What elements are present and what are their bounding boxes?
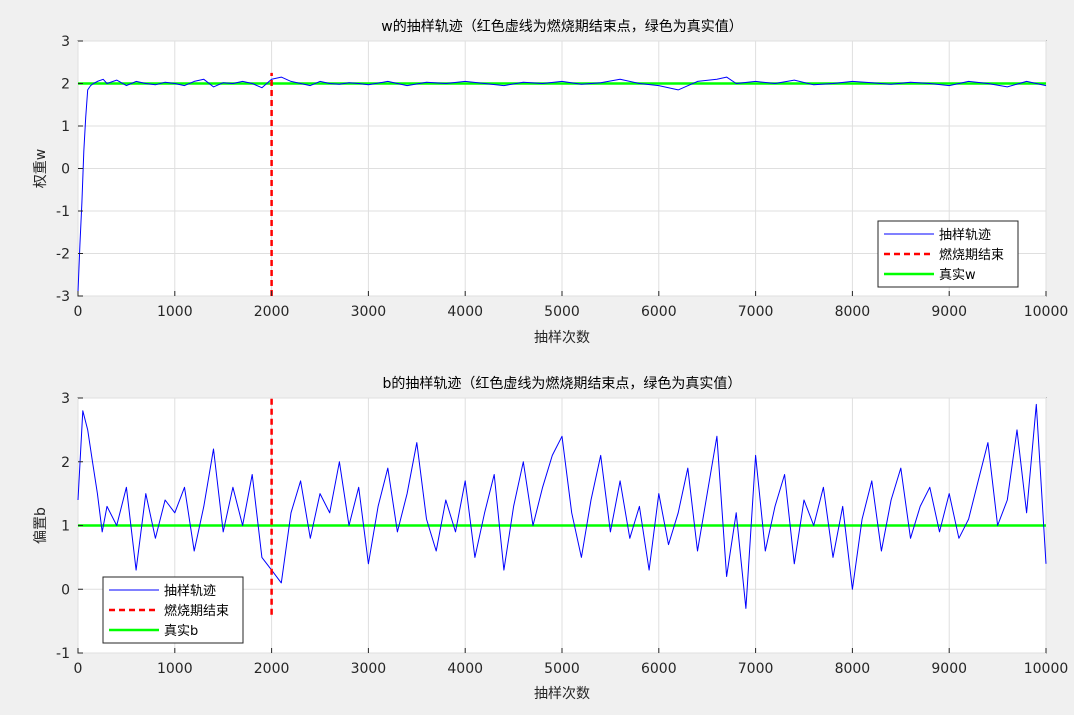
- b-y-tick-label: 2: [61, 455, 70, 471]
- b-x-tick-label: 5000: [544, 661, 580, 677]
- w-y-tick-label: 1: [61, 119, 70, 135]
- b-legend-label-true: 真实b: [164, 624, 198, 639]
- w-trace-panel: 0 1000 2000 3000 4000 5000 6000 7000 8000 9000 100…: [33, 18, 1068, 346]
- b-chart-title: b的抽样轨迹（红色虚线为燃烧期结束点，绿色为真实值）: [383, 375, 742, 392]
- b-trace-line: [77, 403, 1047, 609]
- w-y-axis-label: 权重w: [33, 149, 49, 188]
- w-x-tick-label: 5000: [544, 304, 580, 320]
- w-x-tick-label: 8000: [835, 304, 871, 320]
- b-y-ticks: -1 0 1 2 3: [56, 391, 83, 662]
- b-x-tick-label: 4000: [447, 661, 483, 677]
- w-chart-title: w的抽样轨迹（红色虚线为燃烧期结束点，绿色为真实值）: [381, 18, 742, 35]
- w-x-tick-label: 7000: [738, 304, 774, 320]
- w-x-ticks: 0 1000 2000 3000 4000 5000 6000 7000 8000 9000 100…: [74, 291, 1069, 320]
- w-y-tick-label: 2: [61, 77, 70, 93]
- b-legend-label-trace: 抽样轨迹: [164, 584, 216, 599]
- w-y-tick-label: 0: [61, 162, 70, 178]
- b-trace-panel: 0 1000 2000 3000 4000 5000 6000 7000 8000 9000 100…: [33, 375, 1068, 702]
- w-trace-line: [77, 76, 1047, 292]
- w-x-tick-label: 4000: [447, 304, 483, 320]
- w-legend-label-trace: 抽样轨迹: [939, 228, 991, 243]
- b-y-axis-label: 偏置b: [33, 507, 49, 544]
- b-y-tick-label: 3: [61, 391, 70, 407]
- w-x-tick-label: 0: [74, 304, 83, 320]
- b-x-ticks: 0 1000 2000 3000 4000 5000 6000 7000 8000 9000 100…: [74, 648, 1069, 677]
- b-legend: 抽样轨迹 燃烧期结束 真实b: [102, 576, 244, 644]
- w-x-tick-label: 1000: [157, 304, 193, 320]
- b-y-tick-label: -1: [56, 646, 70, 662]
- w-legend: 抽样轨迹 燃烧期结束 真实w: [877, 220, 1019, 288]
- w-y-tick-label: 3: [61, 34, 70, 50]
- b-x-tick-label: 6000: [641, 661, 677, 677]
- w-x-tick-label: 3000: [351, 304, 387, 320]
- b-x-tick-label: 3000: [351, 661, 387, 677]
- b-x-axis-label: 抽样次数: [534, 686, 590, 702]
- w-y-tick-label: -1: [56, 204, 70, 220]
- w-legend-label-true: 真实w: [939, 268, 976, 283]
- b-y-tick-label: 1: [61, 519, 70, 535]
- b-legend-box: [102, 576, 244, 644]
- w-legend-label-burnin: 燃烧期结束: [939, 247, 1004, 263]
- b-x-tick-label: 1000: [157, 661, 193, 677]
- w-x-axis-label: 抽样次数: [534, 330, 590, 346]
- b-x-tick-label: 8000: [835, 661, 871, 677]
- w-x-tick-label: 9000: [931, 304, 967, 320]
- w-y-tick-label: -3: [56, 289, 70, 305]
- w-y-ticks: -3 -2 -1 0 1 2 3: [56, 34, 83, 305]
- b-x-tick-label: 7000: [738, 661, 774, 677]
- b-legend-label-burnin: 燃烧期结束: [164, 603, 229, 619]
- w-series-layer: [77, 72, 1047, 296]
- w-legend-box: [877, 220, 1019, 288]
- b-x-tick-label: 10000: [1024, 661, 1069, 677]
- w-y-tick-label: -2: [56, 247, 70, 263]
- b-x-tick-label: 0: [74, 661, 83, 677]
- b-x-tick-label: 2000: [254, 661, 290, 677]
- w-x-tick-label: 6000: [641, 304, 677, 320]
- b-x-tick-label: 9000: [931, 661, 967, 677]
- w-x-tick-label: 2000: [254, 304, 290, 320]
- w-x-tick-label: 10000: [1024, 304, 1069, 320]
- b-series-layer: [77, 398, 1047, 615]
- b-y-tick-label: 0: [61, 582, 70, 598]
